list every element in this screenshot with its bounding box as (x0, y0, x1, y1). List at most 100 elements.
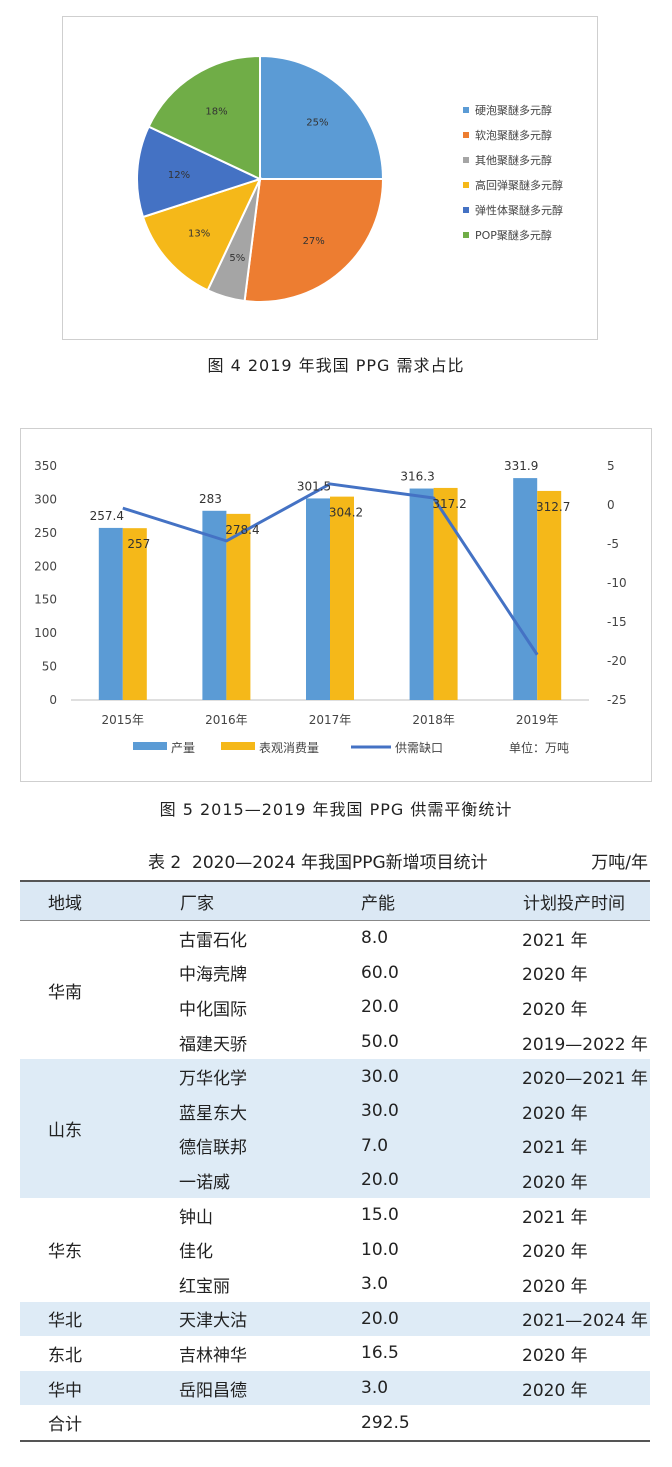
table-row: 佳化 10.0 2020 年 (20, 1232, 650, 1267)
total-label: 合计 (20, 1405, 179, 1442)
bar-production (306, 498, 330, 700)
legend-entry: 硬泡聚醚多元醇 (475, 103, 552, 117)
pie-slice (243, 178, 385, 303)
start-time-cell: 2021 年 (522, 1207, 588, 1228)
bar-data-label: 331.9 (504, 459, 538, 473)
legend-entry: 软泡聚醚多元醇 (475, 128, 552, 142)
bar-data-label: 301.5 (297, 479, 331, 493)
legend-entry: 弹性体聚醚多元醇 (475, 203, 563, 217)
legend-swatch (133, 742, 167, 750)
region-cell: 东北 (48, 1345, 82, 1366)
left-axis-tick-label: 50 (42, 660, 57, 674)
company-cell: 天津大沽 (179, 1301, 361, 1337)
table-2-title: 表 2 2020—2024 年我国PPG新增项目统计 (148, 853, 488, 873)
capacity-cell: 30.0 (361, 1093, 522, 1129)
pie-slice (259, 54, 385, 180)
start-time-cell: 2020 年 (522, 1345, 588, 1366)
new-projects-table: 地域 厂家 产能 计划投产时间 华南 古雷石化 8.0 2021 年中海壳牌 60.0 2… (20, 880, 650, 1442)
legend-swatch (463, 132, 469, 138)
start-time-cell: 2021 年 (522, 1128, 650, 1164)
pie-slice (147, 54, 261, 181)
bar-production (409, 488, 434, 700)
bar-consumption (122, 528, 147, 700)
legend-swatch (221, 742, 255, 750)
start-time-cell: 2020 年 (522, 1370, 650, 1406)
capacity-cell: 10.0 (361, 1239, 399, 1260)
capacity-cell: 20.0 (361, 1301, 522, 1337)
legend-entry: 供需缺口 (395, 740, 443, 755)
capacity-cell: 20.0 (361, 1163, 522, 1198)
table-row: 中化国际 20.0 2020 年 (20, 990, 650, 1025)
legend-swatch (463, 107, 469, 113)
figure-5-caption: 图 5 2015—2019 年我国 PPG 供需平衡统计 (159, 800, 513, 819)
capacity-cell: 50.0 (361, 1032, 399, 1053)
x-axis-tick-label: 2015年 (102, 713, 145, 727)
bar-data-label: 283 (199, 492, 222, 506)
start-time-cell: 2020 年 (522, 999, 588, 1020)
company-cell: 钟山 (179, 1207, 213, 1228)
total-spacer (522, 1405, 650, 1442)
table-row: 华中 岳阳昌德 3.0 2020 年 (20, 1370, 650, 1406)
left-axis-tick-label: 350 (34, 459, 57, 473)
capacity-cell: 30.0 (361, 1059, 522, 1094)
pie-slice-label: 12% (168, 170, 190, 181)
company-cell: 福建天骄 (179, 1034, 247, 1055)
bar-consumption (433, 487, 458, 700)
capacity-cell: 15.0 (361, 1205, 399, 1226)
capacity-cell: 16.5 (361, 1343, 399, 1364)
x-axis-tick-label: 2017年 (309, 713, 352, 727)
company-cell: 佳化 (179, 1242, 213, 1263)
right-axis-tick-label: 5 (607, 459, 615, 473)
start-time-cell: 2021—2024 年 (522, 1301, 650, 1337)
company-cell: 一诺威 (179, 1163, 361, 1198)
company-cell: 岳阳昌德 (179, 1370, 361, 1406)
legend-entry: POP聚醚多元醇 (475, 228, 552, 242)
total-row: 合计 292.5 (20, 1405, 650, 1442)
table-row: 蓝星东大 30.0 2020 年 (20, 1093, 650, 1129)
company-cell: 中海壳牌 (179, 965, 247, 986)
table-2-unit: 万吨/年 (591, 853, 648, 873)
right-axis-tick-label: 0 (607, 498, 615, 512)
capacity-cell: 20.0 (361, 997, 399, 1018)
header-region: 地域 (20, 880, 179, 921)
pie-slice-label: 27% (303, 236, 325, 247)
table-row: 红宝丽 3.0 2020 年 (20, 1267, 650, 1302)
start-time-cell: 2020 年 (522, 1163, 650, 1198)
table-row: 德信联邦 7.0 2021 年 (20, 1128, 650, 1164)
company-cell: 古雷石化 (179, 930, 247, 951)
company-cell: 中化国际 (179, 999, 247, 1020)
left-axis-tick-label: 0 (49, 693, 57, 707)
table-row: 福建天骄 50.0 2019—2022 年 (20, 1025, 650, 1060)
bar-consumption (226, 513, 251, 700)
x-axis-tick-label: 2016年 (205, 713, 248, 727)
unit-note: 单位：万吨 (509, 740, 569, 755)
pie-slice-label: 25% (306, 118, 328, 129)
pie-slice (141, 177, 262, 292)
company-cell: 红宝丽 (179, 1276, 230, 1297)
legend-entry: 其他聚醚多元醇 (475, 153, 552, 167)
legend-swatch (463, 232, 469, 238)
bar-data-label: 304.2 (329, 506, 363, 520)
x-axis-tick-label: 2018年 (412, 713, 455, 727)
x-axis-tick-label: 2019年 (516, 713, 559, 727)
region-cell: 华北 (20, 1301, 179, 1337)
start-time-cell: 2020 年 (522, 965, 588, 986)
header-capacity: 产能 (361, 880, 522, 921)
table-row: 华东 钟山 15.0 2021 年 (20, 1198, 650, 1262)
table-row: 中海壳牌 60.0 2020 年 (20, 956, 650, 991)
bar-data-label: 257 (127, 537, 150, 551)
right-axis-tick-label: -15 (607, 615, 627, 629)
bar-data-label: 316.3 (400, 470, 434, 484)
start-time-cell: 2020—2021 年 (522, 1059, 650, 1094)
start-time-cell: 2020 年 (522, 1242, 588, 1263)
table-row: 东北 吉林神华 16.5 2020 年 (20, 1336, 650, 1371)
total-spacer (179, 1405, 361, 1442)
region-cell: 华中 (20, 1370, 179, 1406)
region-cell: 华南 (48, 982, 82, 1003)
right-axis-tick-label: -25 (607, 693, 627, 707)
bar-production (202, 510, 227, 700)
table-row: 一诺威 20.0 2020 年 (20, 1163, 650, 1198)
table-header-row: 地域 厂家 产能 计划投产时间 (20, 880, 650, 921)
capacity-cell: 3.0 (361, 1370, 522, 1406)
